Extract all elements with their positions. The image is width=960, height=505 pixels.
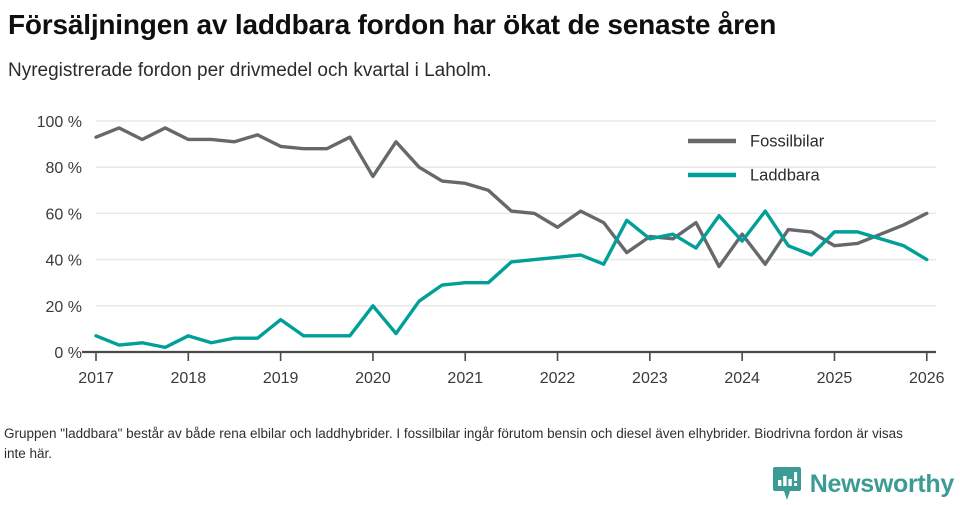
brand-name: Newsworthy xyxy=(809,469,955,498)
y-axis-tick-label: 100 % xyxy=(37,114,82,131)
x-axis-tick-label: 2020 xyxy=(355,370,391,387)
x-axis-tick-label: 2022 xyxy=(540,370,576,387)
legend-label: Laddbara xyxy=(750,166,821,184)
gridlines-group xyxy=(96,120,936,307)
series-line-fossilbilar xyxy=(94,126,929,269)
chart-plot-area: 0 % 20 % 40 % 60 % 80 % 100 % 2017 2018 2019 202… xyxy=(0,104,960,404)
line-chart-svg: 0 % 20 % 40 % 60 % 80 % 100 % 2017 2018 2019 202… xyxy=(37,114,945,387)
x-axis-tick-label: 2017 xyxy=(78,370,114,387)
y-axis-ticks-group: 0 % 20 % 40 % 60 % 80 % 100 % xyxy=(37,114,82,362)
newsworthy-pin-bars-icon xyxy=(772,467,801,500)
page-title: Försäljningen av laddbara fordon har öka… xyxy=(8,9,777,40)
x-axis-tick-label: 2023 xyxy=(632,370,668,387)
y-axis-tick-label: 40 % xyxy=(46,253,82,270)
x-axis-tick-label: 2025 xyxy=(817,370,853,387)
chart-legend: Fossilbilar Laddbara xyxy=(688,132,825,184)
x-axis-tick-label: 2026 xyxy=(909,370,945,387)
newsworthy-logo: Newsworthy xyxy=(772,466,954,502)
y-axis-tick-label: 60 % xyxy=(46,206,82,223)
x-axis-group: 2017 2018 2019 2020 2021 2022 2023 2024 2025 2026 xyxy=(78,350,945,387)
series-line-laddbara xyxy=(94,209,929,350)
x-axis-tick-label: 2018 xyxy=(171,370,207,387)
y-axis-tick-label: 0 % xyxy=(54,345,82,362)
x-axis-tick-label: 2019 xyxy=(263,370,299,387)
chart-subtitle: Nyregistrerade fordon per drivmedel och … xyxy=(8,59,492,81)
series-lines-group xyxy=(94,126,929,350)
legend-label: Fossilbilar xyxy=(750,132,825,150)
y-axis-tick-label: 20 % xyxy=(46,299,82,316)
chart-footnote: Gruppen "laddbara" består av både rena e… xyxy=(4,426,903,461)
x-axis-tick-label: 2024 xyxy=(724,370,760,387)
y-axis-tick-label: 80 % xyxy=(46,160,82,177)
x-axis-tick-label: 2021 xyxy=(447,370,483,387)
